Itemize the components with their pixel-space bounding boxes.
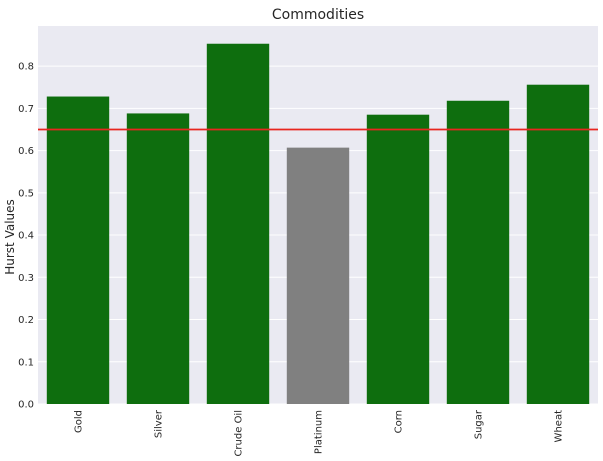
x-tick-label: Corn [394,410,405,433]
x-tick-label: Wheat [554,410,565,443]
y-tick-label: 0.7 [18,104,34,115]
chart-title: Commodities [272,7,364,23]
x-tick-label: Platinum [314,410,325,454]
y-tick-label: 0.6 [18,146,34,157]
x-tick-label: Sugar [474,409,485,439]
y-tick-label: 0.1 [18,357,34,368]
y-tick-label: 0.5 [18,188,34,199]
bar-platinum [286,147,350,405]
bar-silver [126,113,190,405]
x-tick-label: Silver [154,409,165,438]
bar-corn [366,114,430,404]
bar-sugar [446,100,510,404]
y-tick-label: 0.8 [18,62,34,73]
y-tick-label: 0.4 [18,231,34,242]
bars [46,43,590,405]
bar-gold [46,96,110,404]
y-tick-label: 0.0 [18,400,34,411]
y-tick-label: 0.3 [18,273,34,284]
bar-wheat [526,84,590,404]
x-tick-label: Crude Oil [234,410,245,457]
x-ticks: Gold Silver Crude Oil Platinum Corn Sugar Whea… [74,409,565,456]
y-ticks: 0.0 0.1 0.2 0.3 0.4 0.5 0.6 0.7 0.8 [18,62,34,411]
bar-crude-oil [206,43,270,404]
x-tick-label: Gold [74,410,85,433]
y-axis-label: Hurst Values [3,199,17,275]
y-tick-label: 0.2 [18,315,34,326]
